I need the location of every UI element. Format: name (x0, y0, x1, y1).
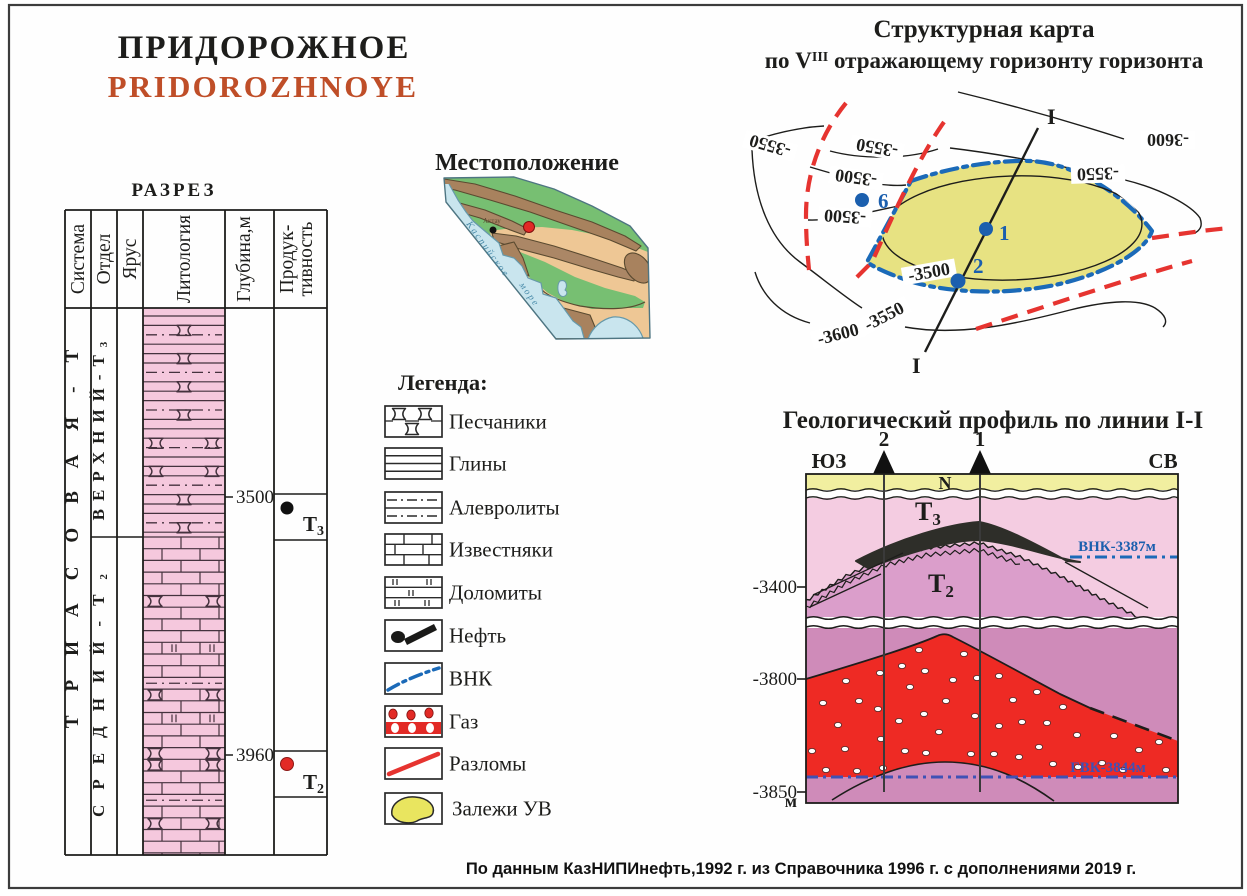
svg-text:Местоположение: Местоположение (435, 150, 619, 176)
svg-text:Система: Система (68, 224, 89, 294)
svg-text:-3400: -3400 (753, 577, 797, 598)
svg-text:Газ: Газ (449, 710, 478, 734)
svg-text:Легенда:: Легенда: (398, 370, 488, 395)
svg-text:Отдел: Отдел (94, 233, 115, 284)
svg-text:3960: 3960 (236, 745, 274, 766)
svg-text:PRIDOROZHNOYE: PRIDOROZHNOYE (108, 69, 419, 104)
svg-text:6: 6 (878, 189, 889, 213)
svg-text:тивность: тивность (296, 221, 317, 296)
svg-text:N: N (939, 473, 952, 493)
svg-text:-3850: -3850 (753, 782, 797, 803)
svg-text:1: 1 (975, 427, 986, 451)
svg-text:3500: 3500 (236, 487, 274, 508)
svg-text:Нефть: Нефть (449, 624, 506, 648)
svg-text:ВНК: ВНК (449, 667, 493, 691)
svg-text:Известняки: Известняки (449, 538, 553, 562)
svg-text:-3800: -3800 (753, 669, 797, 690)
svg-text:I: I (1047, 104, 1056, 129)
svg-text:Алевролиты: Алевролиты (449, 496, 560, 520)
svg-text:Ярус: Ярус (120, 238, 141, 279)
svg-text:-3600: -3600 (1147, 130, 1189, 150)
svg-text:Актау: Актау (483, 217, 501, 225)
svg-text:м: м (785, 791, 797, 811)
svg-text:ЮЗ: ЮЗ (812, 449, 847, 473)
svg-text:Разломы: Разломы (449, 752, 526, 776)
svg-text:Литология: Литология (174, 215, 195, 303)
svg-text:СРЕДНИЙ-Т2: СРЕДНИЙ-Т2 (89, 559, 110, 817)
svg-text:Глубина,м: Глубина,м (234, 216, 255, 302)
svg-text:2: 2 (973, 254, 984, 278)
svg-text:Глины: Глины (449, 452, 507, 476)
svg-text:ТРИАСОВАЯ-Т: ТРИАСОВАЯ-Т (62, 326, 83, 728)
svg-text:СВ: СВ (1148, 449, 1177, 473)
svg-text:Залежи УВ: Залежи УВ (452, 797, 552, 821)
svg-text:Доломиты: Доломиты (449, 581, 542, 605)
svg-text:Геологический профиль по линии: Геологический профиль по линии I-I (783, 407, 1203, 434)
svg-text:-3500: -3500 (823, 206, 866, 229)
svg-text:Песчаники: Песчаники (449, 410, 547, 434)
svg-text:-3550: -3550 (1077, 163, 1120, 184)
svg-text:Т2: Т2 (928, 569, 954, 601)
svg-text:2: 2 (879, 427, 890, 451)
svg-text:Структурная карта: Структурная карта (873, 16, 1095, 43)
svg-text:ГВК-3844м: ГВК-3844м (1070, 760, 1146, 776)
svg-text:I: I (912, 353, 921, 378)
svg-text:РАЗРЕЗ: РАЗРЕЗ (132, 180, 217, 201)
svg-text:По данным КазНИПИнефть,1992 г.: По данным КазНИПИнефть,1992 г. из Справо… (466, 859, 1136, 878)
svg-text:Продук-: Продук- (277, 225, 298, 294)
svg-text:ВЕРХНИЙ-Т3: ВЕРХНИЙ-Т3 (89, 334, 110, 521)
svg-text:по VIII отражающему горизонту: по VIII отражающему горизонту горизонта (765, 48, 1204, 73)
svg-text:ПРИДОРОЖНОЕ: ПРИДОРОЖНОЕ (118, 30, 411, 66)
svg-text:ВНК-3387м: ВНК-3387м (1078, 539, 1156, 555)
svg-text:1: 1 (999, 221, 1010, 245)
